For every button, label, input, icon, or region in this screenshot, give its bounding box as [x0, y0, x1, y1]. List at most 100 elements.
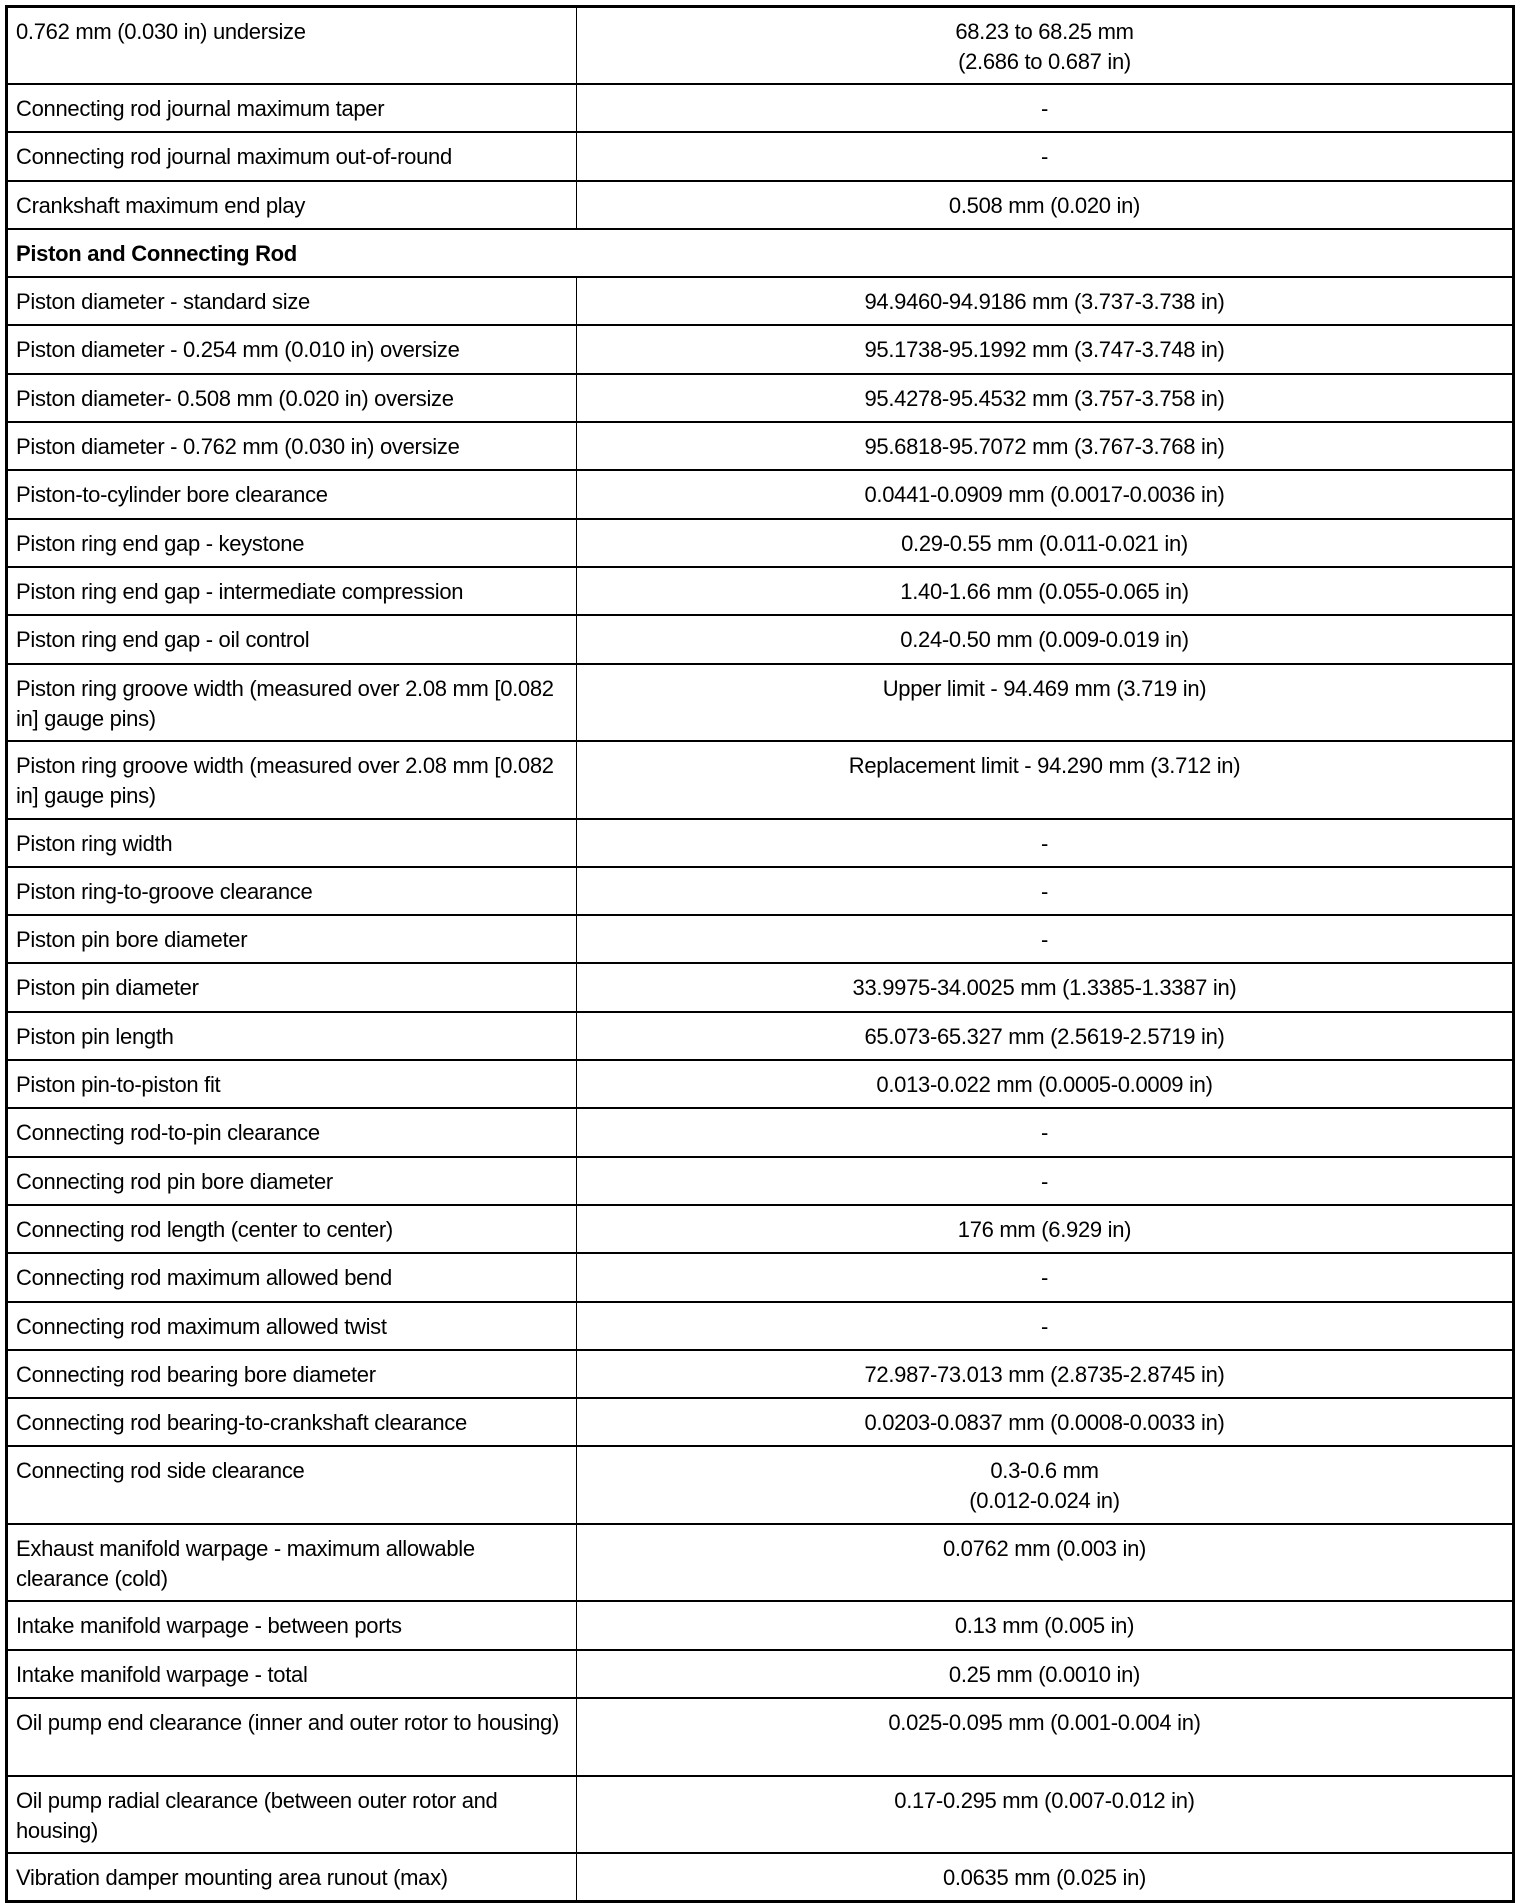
spec-value: 68.23 to 68.25 mm (2.686 to 0.687 in): [576, 5, 1514, 85]
spec-value: -: [576, 865, 1514, 917]
spec-label: Piston diameter- 0.508 mm (0.020 in) ove…: [6, 372, 577, 424]
specifications-table: 0.762 mm (0.030 in) undersize 68.23 to 68…: [5, 5, 1515, 1903]
table-row: Piston ring end gap - oil control 0.24-0.…: [6, 614, 1514, 665]
table-row: Piston diameter - standard size 94.9460-9…: [6, 276, 1514, 327]
table-row: Piston ring-to-groove clearance -: [6, 865, 1514, 917]
table-row: Connecting rod length (center to center)…: [6, 1203, 1514, 1255]
spec-label: Intake manifold warpage - between ports: [6, 1600, 577, 1651]
table-row: Exhaust manifold warpage - maximum allow…: [6, 1522, 1514, 1603]
spec-label: 0.762 mm (0.030 in) undersize: [6, 5, 577, 85]
spec-value: -: [576, 131, 1514, 182]
spec-value-line: 0.508 mm (0.020 in): [948, 192, 1141, 218]
spec-value: Replacement limit - 94.290 mm (3.712 in): [576, 740, 1514, 820]
spec-label: Piston ring-to-groove clearance: [6, 865, 577, 917]
spec-label: Crankshaft maximum end play: [6, 179, 577, 230]
spec-value-line: 0.3-0.6 mm: [990, 1458, 1099, 1484]
table-row: Piston diameter - 0.254 mm (0.010 in) ov…: [6, 324, 1514, 375]
table-row: Connecting rod maximum allowed twist -: [6, 1300, 1514, 1351]
spec-value-line: 33.9975-34.0025 mm (1.3385-1.3387 in): [852, 975, 1237, 1001]
table-row: Piston ring groove width (measured over …: [6, 662, 1514, 743]
spec-label: Connecting rod bearing-to-crankshaft cle…: [6, 1397, 577, 1448]
spec-value: 94.9460-94.9186 mm (3.737-3.738 in): [576, 276, 1514, 327]
spec-value: -: [576, 1107, 1514, 1158]
spec-value-line: -: [1040, 144, 1049, 170]
spec-label: Exhaust manifold warpage - maximum allow…: [6, 1522, 577, 1603]
table-row: Connecting rod maximum allowed bend -: [6, 1252, 1514, 1303]
spec-label: Connecting rod journal maximum taper: [6, 82, 577, 134]
table-row: Piston diameter - 0.762 mm (0.030 in) ov…: [6, 421, 1514, 472]
spec-label: Piston ring end gap - oil control: [6, 614, 577, 665]
spec-value-line: 1.40-1.66 mm (0.055-0.065 in): [900, 578, 1189, 604]
spec-value-line: 65.073-65.327 mm (2.5619-2.5719 in): [864, 1023, 1225, 1049]
spec-label: Piston diameter - 0.762 mm (0.030 in) ov…: [6, 421, 577, 472]
spec-value: 0.17-0.295 mm (0.007-0.012 in): [576, 1774, 1514, 1855]
spec-value: 0.0635 mm (0.025 in): [576, 1852, 1514, 1903]
table-row: Piston-to-cylinder bore clearance 0.0441-…: [6, 469, 1514, 520]
spec-value: 65.073-65.327 mm (2.5619-2.5719 in): [576, 1010, 1514, 1062]
table-row: Piston pin length 65.073-65.327 mm (2.561…: [6, 1010, 1514, 1062]
spec-value-line: 0.013-0.022 mm (0.0005-0.0009 in): [876, 1072, 1213, 1098]
spec-value: 0.3-0.6 mm (0.012-0.024 in): [576, 1445, 1514, 1525]
spec-value-line: 0.24-0.50 mm (0.009-0.019 in): [900, 627, 1189, 653]
spec-value-line: 0.13 mm (0.005 in): [954, 1613, 1135, 1639]
spec-label: Connecting rod side clearance: [6, 1445, 577, 1525]
spec-value-line: 0.17-0.295 mm (0.007-0.012 in): [894, 1787, 1195, 1813]
spec-label: Piston-to-cylinder bore clearance: [6, 469, 577, 520]
table-row: Connecting rod journal maximum out-of-ro…: [6, 131, 1514, 182]
spec-value-line: -: [1040, 1168, 1049, 1194]
spec-value-line: -: [1040, 927, 1049, 953]
spec-value: 1.40-1.66 mm (0.055-0.065 in): [576, 565, 1514, 617]
spec-value: 95.4278-95.4532 mm (3.757-3.758 in): [576, 372, 1514, 424]
spec-label: Connecting rod maximum allowed twist: [6, 1300, 577, 1351]
table-row: Intake manifold warpage - total 0.25 mm (…: [6, 1648, 1514, 1700]
table-row: Connecting rod side clearance 0.3-0.6 mm (…: [6, 1445, 1514, 1525]
spec-label: Piston ring end gap - intermediate compr…: [6, 565, 577, 617]
table-row: 0.762 mm (0.030 in) undersize 68.23 to 68…: [6, 5, 1514, 85]
spec-label: Connecting rod pin bore diameter: [6, 1155, 577, 1206]
table-row: Connecting rod bearing bore diameter 72.9…: [6, 1348, 1514, 1400]
table-row: Connecting rod bearing-to-crankshaft cle…: [6, 1397, 1514, 1448]
spec-label: Piston ring groove width (measured over …: [6, 740, 577, 820]
spec-value-line: -: [1040, 878, 1049, 904]
spec-label: Vibration damper mounting area runout (m…: [6, 1852, 577, 1903]
spec-value: 0.013-0.022 mm (0.0005-0.0009 in): [576, 1059, 1514, 1110]
spec-value: 0.0203-0.0837 mm (0.0008-0.0033 in): [576, 1397, 1514, 1448]
spec-value: Upper limit - 94.469 mm (3.719 in): [576, 662, 1514, 743]
spec-value-line: Upper limit - 94.469 mm (3.719 in): [882, 675, 1207, 701]
spec-label: Connecting rod length (center to center): [6, 1203, 577, 1255]
spec-value-line: 68.23 to 68.25 mm: [955, 19, 1134, 44]
spec-value-line: (2.686 to 0.687 in): [958, 49, 1131, 74]
table-row: Piston ring width -: [6, 817, 1514, 868]
table-row: Connecting rod pin bore diameter -: [6, 1155, 1514, 1206]
table-row: Vibration damper mounting area runout (m…: [6, 1852, 1514, 1903]
spec-value-line: -: [1040, 1313, 1049, 1339]
table-row: Piston pin-to-piston fit 0.013-0.022 mm (…: [6, 1059, 1514, 1110]
spec-value: 0.025-0.095 mm (0.001-0.004 in): [576, 1697, 1514, 1777]
spec-value: 0.13 mm (0.005 in): [576, 1600, 1514, 1651]
spec-value: 95.6818-95.7072 mm (3.767-3.768 in): [576, 421, 1514, 472]
spec-label: Piston pin-to-piston fit: [6, 1059, 577, 1110]
spec-value-line: 0.0635 mm (0.025 in): [942, 1865, 1147, 1891]
table-row: Piston ring groove width (measured over …: [6, 740, 1514, 820]
spec-value: 72.987-73.013 mm (2.8735-2.8745 in): [576, 1348, 1514, 1400]
spec-value: 0.0762 mm (0.003 in): [576, 1522, 1514, 1603]
spec-value: 0.24-0.50 mm (0.009-0.019 in): [576, 614, 1514, 665]
section-title: Piston and Connecting Rod: [6, 227, 1514, 279]
spec-label: Intake manifold warpage - total: [6, 1648, 577, 1700]
spec-label: Piston pin diameter: [6, 962, 577, 1013]
spec-value: 95.1738-95.1992 mm (3.747-3.748 in): [576, 324, 1514, 375]
spec-value: -: [576, 914, 1514, 965]
spec-value-line: 95.6818-95.7072 mm (3.767-3.768 in): [864, 434, 1225, 460]
spec-value: -: [576, 82, 1514, 134]
spec-value: -: [576, 817, 1514, 868]
spec-value-line: -: [1040, 1120, 1049, 1146]
spec-label: Piston pin bore diameter: [6, 914, 577, 965]
spec-label: Connecting rod-to-pin clearance: [6, 1107, 577, 1158]
spec-value: -: [576, 1155, 1514, 1206]
spec-label: Connecting rod bearing bore diameter: [6, 1348, 577, 1400]
table-row: Piston pin bore diameter -: [6, 914, 1514, 965]
spec-value-line: 94.9460-94.9186 mm (3.737-3.738 in): [864, 289, 1225, 315]
table-row: Oil pump radial clearance (between outer…: [6, 1774, 1514, 1855]
spec-value-line: 0.0762 mm (0.003 in): [942, 1535, 1147, 1561]
spec-value-line: 0.0441-0.0909 mm (0.0017-0.0036 in): [864, 482, 1225, 508]
